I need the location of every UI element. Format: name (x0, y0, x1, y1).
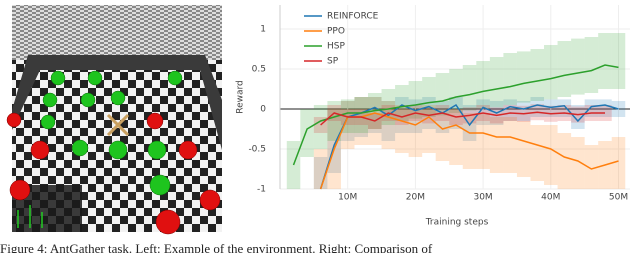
band (557, 41, 572, 97)
band (313, 105, 328, 149)
band (313, 149, 328, 189)
environment-image (6, 5, 222, 235)
band (584, 145, 599, 189)
band (476, 99, 490, 125)
band (435, 73, 450, 116)
band (489, 57, 504, 108)
band (462, 65, 477, 111)
y-tick-label: 0 (260, 105, 266, 115)
series-line (319, 103, 619, 190)
y-tick-label: -0.5 (248, 145, 266, 155)
band (584, 37, 599, 93)
band (544, 125, 558, 185)
band (476, 61, 490, 109)
series-line (319, 112, 619, 190)
legend-label: SP (327, 57, 339, 67)
band (544, 45, 558, 100)
band (422, 105, 436, 153)
band (300, 109, 314, 157)
band (476, 113, 490, 169)
band (354, 97, 369, 133)
x-axis-label: Training steps (425, 218, 489, 228)
band (449, 109, 463, 165)
band (611, 33, 626, 89)
y-tick-label: 0.5 (252, 65, 266, 75)
band (327, 101, 341, 141)
legend-label: REINFORCE (327, 12, 379, 22)
band (462, 113, 477, 169)
x-tick-label: 50M (609, 193, 628, 203)
band (449, 97, 463, 129)
band (516, 51, 531, 103)
band (381, 101, 396, 141)
series-line (292, 64, 619, 166)
band (571, 38, 585, 95)
band (503, 99, 517, 121)
band (530, 125, 545, 181)
y-tick-label: 1 (260, 25, 266, 35)
band (571, 137, 585, 189)
band (395, 85, 409, 121)
band (598, 33, 612, 89)
band (530, 49, 545, 101)
band (340, 101, 355, 141)
band (611, 137, 626, 189)
y-tick-label: -1 (257, 185, 266, 195)
x-tick-label: 20M (406, 193, 425, 203)
band (395, 105, 409, 153)
band (489, 117, 504, 173)
band (516, 121, 531, 177)
band (408, 109, 423, 157)
series-line (320, 111, 605, 126)
legend-label: HSP (327, 42, 345, 52)
band (368, 97, 382, 133)
x-tick-label: 10M (338, 193, 357, 203)
y-axis-label: Reward (236, 80, 246, 114)
band (503, 117, 517, 173)
band (354, 97, 369, 145)
chart: Reward Training steps -1 -0.5 0 0.5 1 10M 20M 3… (236, 5, 630, 228)
band (516, 101, 531, 121)
caption: Figure 4: AntGather task. Left: Example … (0, 241, 433, 253)
x-tick-label: 30M (473, 193, 492, 203)
legend-label: PPO (327, 27, 345, 37)
x-tick-label: 40M (541, 193, 560, 203)
band (571, 105, 585, 129)
band (449, 69, 463, 113)
band (503, 53, 517, 105)
band (462, 105, 477, 141)
band (557, 133, 572, 189)
band (544, 99, 558, 117)
